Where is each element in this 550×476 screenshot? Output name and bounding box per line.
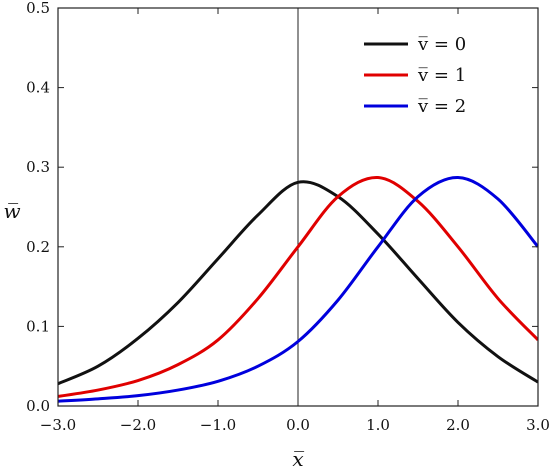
series-line-2 [58,176,538,403]
y-axis-label: w̅ [3,199,20,223]
tick-group: −3.0 −2.0 −1.0 0.0 1.0 2.0 3.0 0.0 0.1 0.2 0.3 0.4 0… [26,0,550,434]
y-tick-label: 0.2 [26,238,50,256]
y-tick-label: 0.3 [26,158,50,176]
y-tick-label: 0.5 [26,0,50,17]
x-tick-label: 3.0 [526,416,550,434]
legend-label-0: v̅ = 0 [417,34,466,55]
x-tick-label: −3.0 [40,416,76,434]
x-tick-label: 0.0 [286,416,310,434]
x-tick-label: 2.0 [446,416,470,434]
legend: v̅ = 0 v̅ = 1 v̅ = 2 [364,34,466,117]
legend-label-1: v̅ = 1 [417,65,466,86]
series-line-0 [58,180,538,386]
y-tick-label: 0.1 [26,317,50,335]
y-tick-label: 0.0 [26,397,50,415]
x-tick-label: −2.0 [120,416,156,434]
x-tick-label: 1.0 [366,416,390,434]
legend-label-2: v̅ = 2 [417,96,466,117]
x-axis-label: x̅ [292,447,304,471]
y-tick-label: 0.4 [26,79,50,97]
series-line-1 [58,176,538,398]
x-tick-label: −1.0 [200,416,236,434]
